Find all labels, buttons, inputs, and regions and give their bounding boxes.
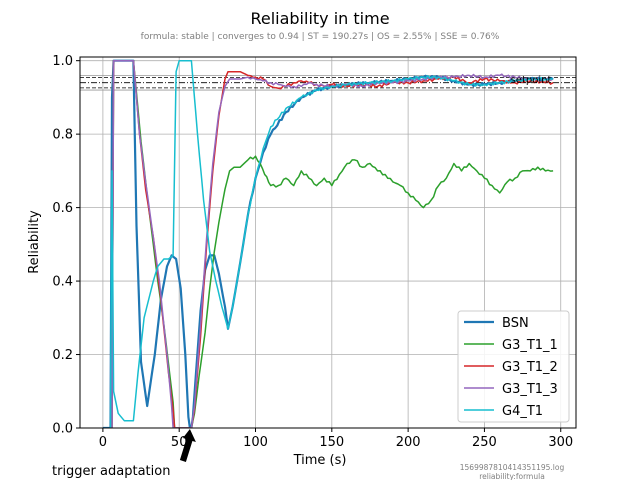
x-axis-label: Time (s) xyxy=(293,453,347,468)
footnote-formula: reliability:formula xyxy=(479,472,545,480)
setpoint-label: setpoint xyxy=(511,75,552,86)
x-tick-label: 150 xyxy=(319,435,344,450)
y-axis-label: Reliability xyxy=(27,210,42,274)
series-line-bsn xyxy=(102,59,554,428)
y-tick-label: 0.8 xyxy=(52,128,73,143)
series-line-g4-t1 xyxy=(109,59,554,428)
x-tick-label: 50 xyxy=(171,435,188,450)
annotation-text: trigger adaptation xyxy=(52,464,170,479)
arrow-icon xyxy=(179,429,196,462)
x-tick-label: 200 xyxy=(396,435,421,450)
x-tick-label: 250 xyxy=(472,435,497,450)
legend-label: G4_T1 xyxy=(502,404,543,419)
y-tick-label: 0.6 xyxy=(52,201,73,216)
y-tick-label: 0.4 xyxy=(52,275,73,290)
series-lines xyxy=(102,59,554,428)
plot-frame xyxy=(79,56,577,429)
legend: BSN G3_T1_1 G3_T1_2 G3_T1_3 G4_T1 xyxy=(457,310,570,423)
y-tick-label: 0.0 xyxy=(52,422,73,437)
trigger-annotation: trigger adaptation xyxy=(52,429,196,479)
x-tick-label: 100 xyxy=(243,435,268,450)
y-tick-label: 0.2 xyxy=(52,348,73,363)
grid xyxy=(80,57,576,429)
y-tick-label: 1.0 xyxy=(52,54,73,69)
legend-box xyxy=(457,310,570,423)
chart-subtitle: formula: stable | converges to 0.94 | ST… xyxy=(141,32,500,42)
legend-label: G3_T1_3 xyxy=(502,382,558,397)
x-axis-ticks: 0 50 100 150 200 250 300 xyxy=(99,428,573,450)
legend-label: BSN xyxy=(502,316,529,331)
series-line-g3-t1-2 xyxy=(111,59,554,428)
legend-label: G3_T1_2 xyxy=(502,360,558,375)
y-axis-ticks: 0.0 0.2 0.4 0.6 0.8 1.0 xyxy=(52,54,80,437)
footnote-log: 1569987810414351195.log xyxy=(460,463,565,472)
x-tick-label: 0 xyxy=(99,435,107,450)
legend-label: G3_T1_1 xyxy=(502,338,558,353)
x-tick-label: 300 xyxy=(548,435,573,450)
series-line-g3-t1-1 xyxy=(111,59,554,428)
chart-title: Reliability in time xyxy=(250,9,389,28)
